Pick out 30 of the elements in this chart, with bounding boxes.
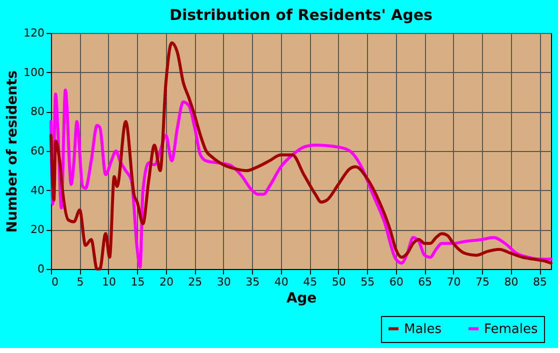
x-tick-label: 75 [476,276,490,288]
x-tick-label: 60 [389,276,404,288]
x-tick-label: 30 [216,276,231,288]
x-tick-label: 40 [274,276,288,288]
x-tick-label: 0 [52,276,58,288]
legend-label: Females [484,322,538,337]
x-tick-label: 15 [130,276,145,288]
x-tick-label: 65 [418,276,432,288]
chart-title: Distribution of Residents' Ages [170,6,433,24]
legend-label: Males [404,322,442,337]
x-tick-label: 85 [533,276,548,288]
y-tick-label: 120 [24,26,44,40]
x-tick-label: 25 [188,276,202,288]
y-axis-title: Number of residents [4,70,21,233]
x-tick-label: 45 [303,276,318,288]
x-tick-label: 35 [246,276,260,288]
y-tick-label: 60 [30,144,44,158]
x-tick-label: 20 [159,276,174,288]
y-tick-label: 20 [30,223,44,236]
x-tick-label: 80 [504,276,518,288]
y-tick-label: 0 [38,262,44,276]
x-axis-title: Age [286,290,317,306]
y-tick-label: 80 [30,105,44,118]
x-tick-label: 10 [102,276,116,288]
x-tick-label: 55 [360,276,375,288]
x-tick-label: 50 [332,276,346,288]
x-tick-label: 5 [76,276,84,288]
x-tick-label: 70 [446,276,461,288]
y-tick-label: 40 [30,184,44,197]
y-tick-label: 100 [24,66,44,79]
